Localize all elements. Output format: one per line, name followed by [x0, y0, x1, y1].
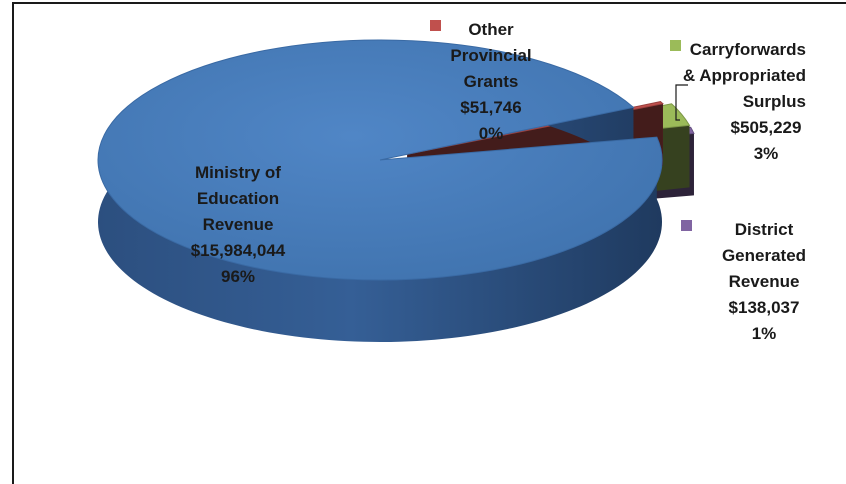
data-label-1-line-4: $15,984,044: [191, 241, 286, 260]
legend-key-marker-2: [430, 20, 441, 31]
data-label-4: District Generated Revenue $138,037 1%: [681, 220, 806, 343]
data-label-1-line-3: Revenue: [203, 215, 274, 234]
data-label-4-line-1: District: [735, 220, 794, 239]
data-label-2-line-4: $51,746: [460, 98, 521, 117]
data-label-2-line-1: Other: [468, 20, 514, 39]
data-label-1-line-1: Ministry of: [195, 163, 281, 182]
data-label-1-line-5: 96%: [221, 267, 255, 286]
data-label-4-line-5: 1%: [752, 324, 777, 343]
data-label-4-line-2: Generated: [722, 246, 806, 265]
data-label-1-line-2: Education: [197, 189, 279, 208]
leader-line-carryforwards: [675, 84, 688, 121]
data-label-3-line-5: 3%: [754, 144, 779, 163]
data-label-3-line-1: Carryforwards: [690, 40, 806, 59]
data-label-2-line-3: Grants: [464, 72, 519, 91]
data-label-2-line-5: 0%: [479, 124, 504, 143]
data-label-3: Carryforwards & Appropriated Surplus $505,2…: [670, 40, 806, 163]
legend-key-marker-4: [681, 220, 692, 231]
data-label-4-line-4: $138,037: [729, 298, 800, 317]
legend-key-marker-3: [670, 40, 681, 51]
data-label-3-line-2: & Appropriated: [683, 66, 806, 85]
pie-slice-top-1: [97, 39, 663, 281]
data-label-1: Ministry of Education Revenue $15,984,044 96…: [191, 163, 286, 286]
data-label-3-line-4: $505,229: [731, 118, 802, 137]
pie-slice-1: [97, 39, 663, 343]
data-label-4-line-3: Revenue: [729, 272, 800, 291]
data-label-2-line-2: Provincial: [450, 46, 531, 65]
data-label-3-line-3: Surplus: [743, 92, 806, 111]
data-label-2: Other Provincial Grants $51,746 0%: [430, 20, 532, 143]
